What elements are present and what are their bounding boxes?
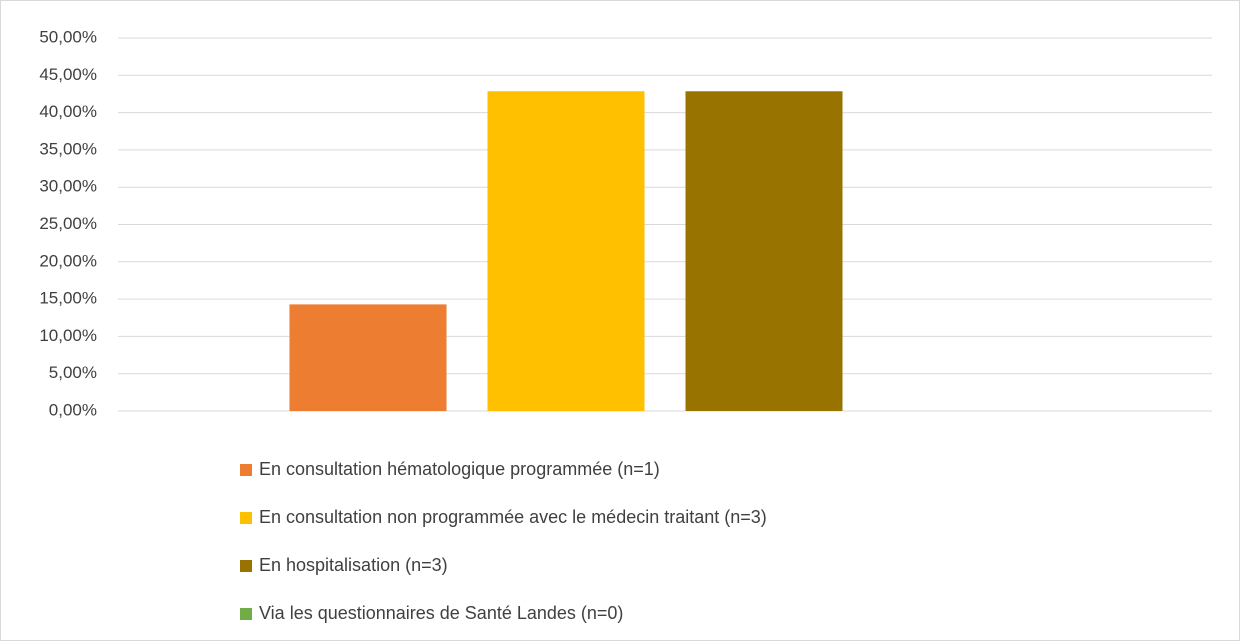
y-tick-label: 40,00%	[39, 102, 97, 121]
legend-swatch	[240, 560, 252, 572]
legend: En consultation hématologique programmée…	[240, 459, 767, 623]
legend-swatch	[240, 464, 252, 476]
legend-swatch	[240, 512, 252, 524]
y-tick-label: 35,00%	[39, 139, 97, 158]
legend-swatch	[240, 608, 252, 620]
bar	[685, 91, 843, 411]
y-tick-label: 20,00%	[39, 251, 97, 270]
bar	[487, 91, 645, 411]
y-tick-label: 30,00%	[39, 177, 97, 196]
legend-label: En hospitalisation (n=3)	[259, 555, 448, 575]
legend-label: En consultation hématologique programmée…	[259, 459, 660, 479]
y-tick-label: 0,00%	[49, 400, 97, 419]
y-tick-label: 45,00%	[39, 65, 97, 84]
y-tick-label: 10,00%	[39, 326, 97, 345]
y-tick-label: 5,00%	[49, 363, 97, 382]
y-tick-label: 25,00%	[39, 214, 97, 233]
y-tick-label: 50,00%	[39, 27, 97, 46]
legend-label: Via les questionnaires de Santé Landes (…	[259, 603, 623, 623]
bar	[289, 304, 447, 411]
legend-label: En consultation non programmée avec le m…	[259, 507, 767, 527]
y-tick-label: 15,00%	[39, 289, 97, 308]
